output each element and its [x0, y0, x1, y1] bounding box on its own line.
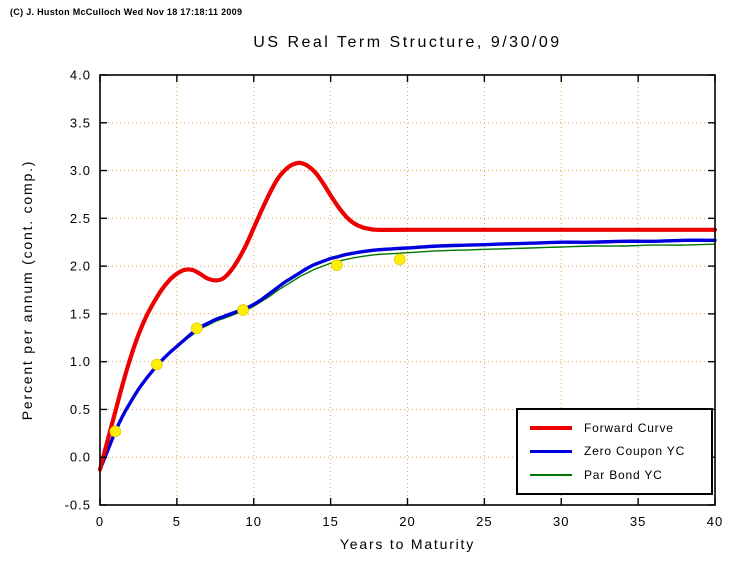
chart-title: US Real Term Structure, 9/30/09 [253, 34, 562, 51]
svg-text:10: 10 [246, 514, 262, 529]
svg-text:1.0: 1.0 [70, 354, 91, 369]
svg-text:3.5: 3.5 [70, 115, 91, 130]
series-forward-curve [97, 160, 718, 472]
legend-item-zero-coupon: Zero Coupon YC [530, 444, 699, 458]
svg-text:25: 25 [476, 514, 492, 529]
zero-coupon-line-sample [530, 449, 572, 454]
svg-text:1.5: 1.5 [70, 306, 91, 321]
legend-label-par-bond: Par Bond YC [584, 468, 663, 483]
legend-label-forward-curve: Forward Curve [584, 420, 674, 435]
par-bond-line-sample [530, 474, 572, 476]
x-axis-label: Years to Maturity [339, 536, 476, 552]
legend-item-par-bond: Par Bond YC [530, 468, 699, 482]
forward-curve-line-sample [530, 425, 572, 430]
svg-text:15: 15 [322, 514, 338, 529]
y-tick-labels: -0.5 0.0 0.5 1.0 1.5 2.0 2.5 3.0 3.5 4.0 [65, 68, 91, 513]
svg-text:4.0: 4.0 [70, 68, 91, 83]
data-point-markers [109, 253, 406, 438]
svg-text:5: 5 [173, 514, 181, 529]
svg-text:35: 35 [630, 514, 646, 529]
legend-label-zero-coupon: Zero Coupon YC [584, 444, 686, 459]
svg-text:40: 40 [707, 514, 723, 529]
svg-text:2.5: 2.5 [70, 211, 91, 226]
copyright-text: (C) J. Huston McCulloch Wed Nov 18 17:18… [10, 7, 243, 17]
svg-text:30: 30 [553, 514, 569, 529]
svg-text:0.5: 0.5 [70, 402, 91, 417]
y-axis-label: Percent per annum (cont. comp.) [19, 159, 35, 421]
svg-text:0: 0 [96, 514, 104, 529]
svg-text:0.0: 0.0 [70, 450, 91, 465]
legend: Forward Curve Zero Coupon YC Par Bond YC [516, 408, 713, 495]
svg-text:-0.5: -0.5 [65, 498, 91, 513]
svg-text:20: 20 [399, 514, 415, 529]
svg-text:2.0: 2.0 [70, 259, 91, 274]
svg-text:3.0: 3.0 [70, 163, 91, 178]
legend-item-forward-curve: Forward Curve [530, 421, 699, 435]
x-tick-labels: 0 5 10 15 20 25 30 35 40 [96, 514, 723, 529]
